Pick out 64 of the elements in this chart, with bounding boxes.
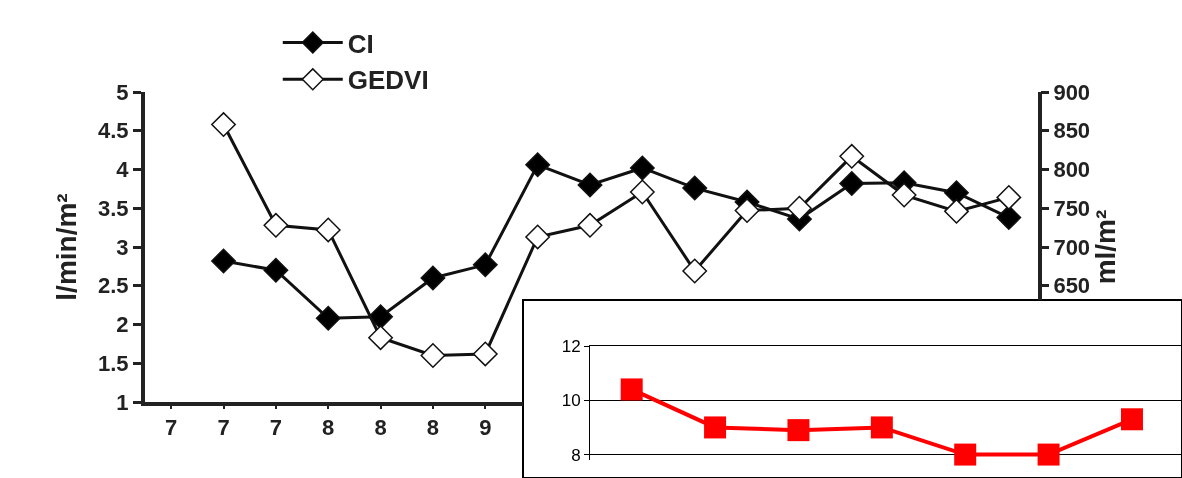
point [954,443,977,466]
point [420,265,446,291]
x-tick-label: 8 [374,415,387,441]
point [368,325,394,351]
point [787,419,810,442]
x-tick-label: 9 [479,415,492,441]
y-tick-label: 2.5 [98,273,129,299]
point [786,195,812,221]
point [870,416,893,439]
y-axis-title: l/min/m² [51,193,83,301]
x-tick-label: 8 [426,415,440,441]
y2-axis-title: ml/m² [1090,209,1122,285]
point [629,155,655,181]
point [682,175,708,201]
point [525,152,551,178]
point [211,112,236,137]
y2-tick-label: 700 [1053,234,1091,260]
point [839,171,865,196]
point [891,182,917,208]
y2-tick-label: 800 [1053,157,1091,183]
point [315,217,341,243]
point [525,224,551,250]
point [577,172,603,198]
y-tick-label: 2 [116,312,129,338]
y-tick-label: 3.5 [98,195,129,221]
legend-label: CI [347,28,374,59]
point [420,343,446,368]
y2-tick-label: 650 [1053,273,1091,299]
point [577,212,603,238]
point [472,252,498,278]
point [839,143,865,169]
y-tick-label: 1 [116,389,129,415]
y-tick-label: 1.5 [98,350,129,376]
point [472,341,498,367]
point [682,258,708,284]
y2-tick-label: 900 [1053,79,1091,105]
y-tick-label: 4 [116,157,130,183]
point [211,248,236,274]
y2-tick-label: 750 [1053,195,1091,221]
x-tick-label: 8 [322,415,335,441]
y2-tick-label: 850 [1053,118,1091,144]
y-tick-label: 8 [571,445,581,465]
point [1120,408,1143,431]
legend-label: GEDVI [347,65,429,96]
point [263,212,289,238]
point [944,198,969,224]
point [263,257,289,283]
point [620,378,643,401]
x-tick-label: 7 [217,415,230,441]
y-tick-label: 5 [116,79,129,105]
y-tick-label: 10 [561,391,581,411]
point [996,205,1022,230]
point [996,184,1022,210]
point [315,305,341,331]
y-tick-label: 4.5 [98,118,129,144]
point [734,198,760,224]
point [1037,443,1060,466]
point [629,179,655,205]
x-tick-label: 7 [269,415,283,441]
y-tick-label: 12 [561,336,581,356]
x-tick-label: 7 [165,415,178,441]
point [704,416,727,439]
y-tick-label: 3 [116,234,129,260]
point [368,304,394,330]
